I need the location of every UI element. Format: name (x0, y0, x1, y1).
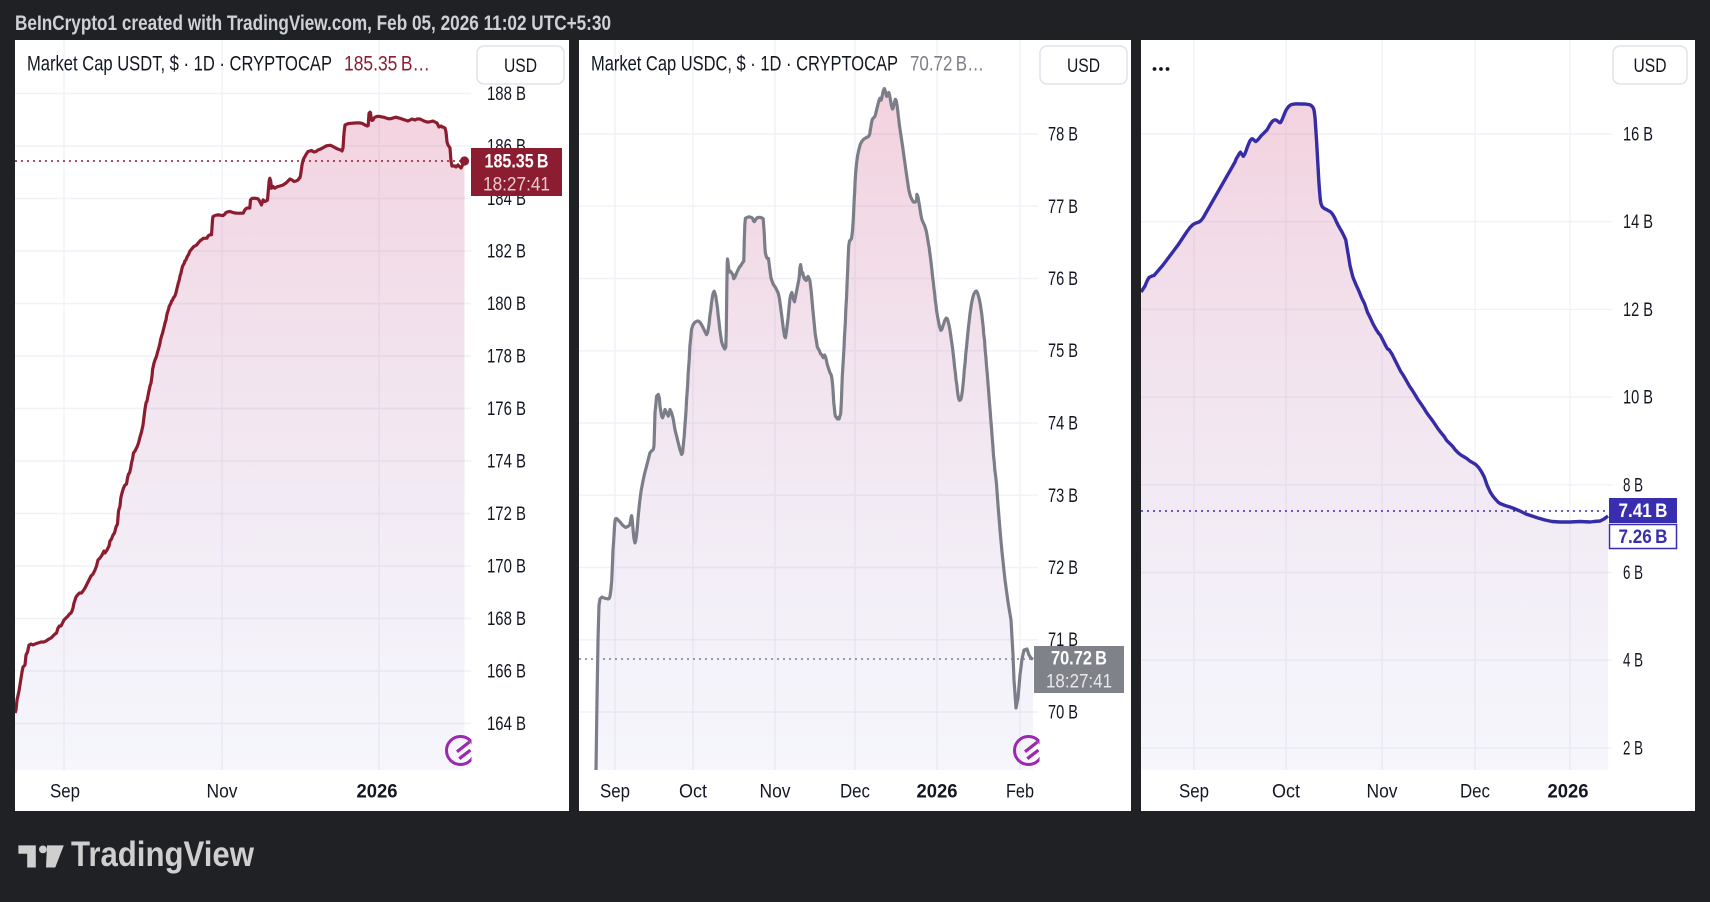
svg-text:176 B: 176 B (487, 399, 526, 420)
svg-text:75 B: 75 B (1048, 341, 1078, 362)
svg-text:188 B: 188 B (487, 84, 526, 105)
svg-text:Market Cap USDC, $ · 1D · CRYP: Market Cap USDC, $ · 1D · CRYPTOCAP (591, 53, 898, 76)
svg-text:168 B: 168 B (487, 609, 526, 630)
svg-text:BeInCrypto1 created with Tradi: BeInCrypto1 created with TradingView.com… (15, 11, 611, 35)
svg-text:Dec: Dec (1460, 782, 1490, 803)
svg-text:172 B: 172 B (487, 504, 526, 525)
svg-text:164 B: 164 B (487, 714, 526, 735)
svg-text:2026: 2026 (357, 782, 398, 803)
svg-text:178 B: 178 B (487, 347, 526, 368)
svg-text:Dec: Dec (840, 782, 870, 803)
svg-text:TradingView: TradingView (71, 835, 255, 874)
svg-text:Nov: Nov (207, 782, 238, 803)
svg-text:70.72 B: 70.72 B (1051, 649, 1107, 670)
svg-text:12 B: 12 B (1623, 300, 1653, 321)
svg-text:Oct: Oct (679, 782, 708, 803)
svg-text:4 B: 4 B (1623, 651, 1643, 672)
svg-text:78 B: 78 B (1048, 125, 1078, 146)
svg-text:74 B: 74 B (1048, 414, 1078, 435)
svg-text:8 B: 8 B (1623, 475, 1643, 496)
svg-text:18:27:41: 18:27:41 (1046, 672, 1112, 693)
svg-text:6 B: 6 B (1623, 563, 1643, 584)
svg-text:2026: 2026 (1548, 782, 1589, 803)
svg-text:Sep: Sep (50, 782, 80, 803)
svg-text:10 B: 10 B (1623, 388, 1653, 409)
svg-text:7.26 B: 7.26 B (1619, 527, 1668, 548)
svg-text:Sep: Sep (1179, 782, 1209, 803)
svg-text:77 B: 77 B (1048, 197, 1078, 218)
svg-text:170 B: 170 B (487, 557, 526, 578)
svg-text:70.72 B…: 70.72 B… (910, 53, 984, 76)
svg-text:18:27:41: 18:27:41 (483, 175, 550, 196)
svg-text:180 B: 180 B (487, 294, 526, 315)
svg-text:72 B: 72 B (1048, 558, 1078, 579)
svg-text:7.41 B: 7.41 B (1619, 501, 1668, 522)
svg-text:185.35 B: 185.35 B (485, 152, 549, 173)
svg-text:Nov: Nov (1367, 782, 1398, 803)
svg-text:174 B: 174 B (487, 452, 526, 473)
svg-text:Nov: Nov (760, 782, 791, 803)
svg-text:182 B: 182 B (487, 242, 526, 263)
svg-text:Market Cap USDT, $ · 1D · CRYP: Market Cap USDT, $ · 1D · CRYPTOCAP (27, 53, 332, 76)
svg-text:2 B: 2 B (1623, 738, 1643, 759)
svg-text:76 B: 76 B (1048, 269, 1078, 290)
svg-text:14 B: 14 B (1623, 212, 1653, 233)
svg-text:USD: USD (1067, 55, 1100, 77)
svg-text:166 B: 166 B (487, 662, 526, 683)
svg-text:185.35 B…: 185.35 B… (344, 53, 430, 76)
svg-text:16 B: 16 B (1623, 125, 1653, 146)
svg-text:73 B: 73 B (1048, 486, 1078, 507)
svg-text:2026: 2026 (917, 782, 958, 803)
svg-text:70 B: 70 B (1048, 703, 1078, 724)
svg-text:USD: USD (504, 55, 537, 77)
svg-text:USD: USD (1634, 55, 1667, 77)
svg-text:Feb: Feb (1006, 782, 1034, 803)
svg-text:Oct: Oct (1272, 782, 1301, 803)
svg-text:71 B: 71 B (1048, 630, 1078, 651)
svg-text:Sep: Sep (600, 782, 630, 803)
